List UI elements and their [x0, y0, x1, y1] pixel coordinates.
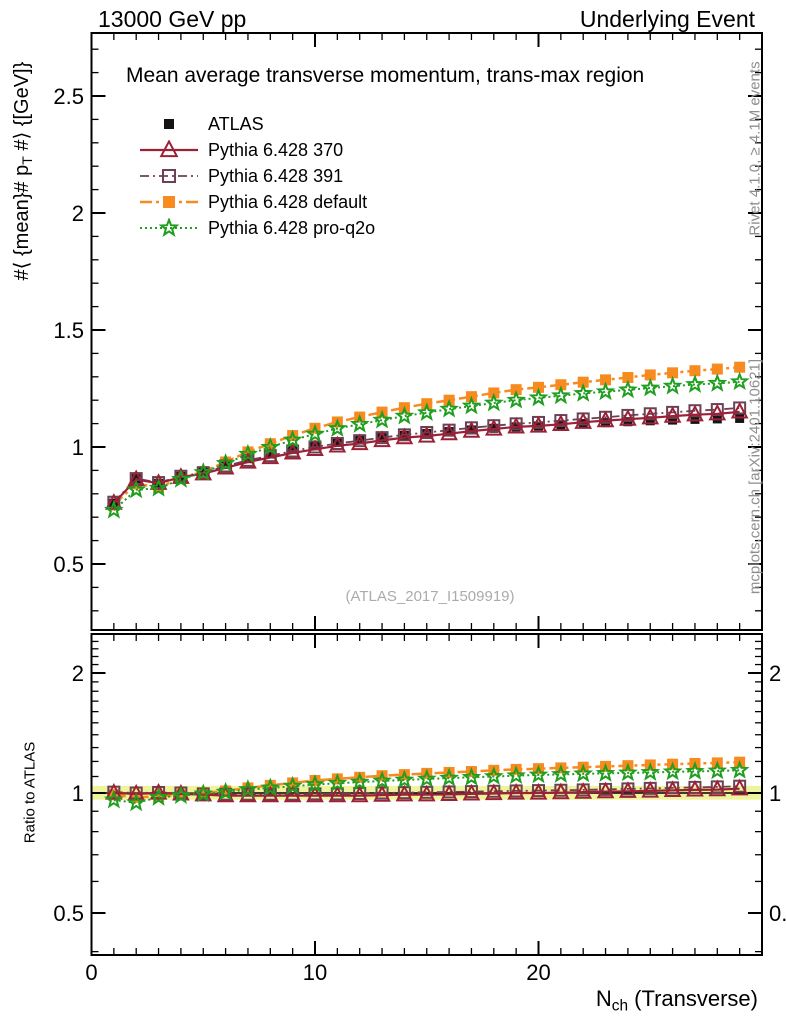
header-beam-energy: 13000 GeV pp	[98, 6, 247, 32]
mcplots-reference-note: mcplots.cern.ch [arXiv:2401.10621]	[746, 358, 764, 595]
svg-text:1.5: 1.5	[53, 318, 84, 343]
svg-text:0: 0	[85, 960, 97, 985]
legend-item-pythia-proq2o: Pythia 6.428 pro-q2o	[140, 215, 375, 241]
legend-item-pythia-370: Pythia 6.428 370	[140, 137, 375, 163]
svg-text:0.5: 0.5	[53, 901, 84, 926]
legend-marker-pythia-proq2o-icon	[140, 218, 198, 237]
svg-text:0.5: 0.5	[769, 901, 786, 926]
y-axis-title-post: #⟩ {[GeV]}	[10, 61, 33, 157]
x-axis-title-sub: ch	[611, 997, 629, 1015]
analysis-id-watermark: (ATLAS_2017_I1509919)	[345, 588, 515, 605]
legend-marker-pythia-370-icon	[140, 140, 198, 158]
x-axis-title-pre: N	[595, 986, 612, 1011]
legend: ATLAS Pythia 6.428 370 Pythia 6.428 391 …	[140, 111, 375, 241]
svg-text:1: 1	[72, 781, 84, 806]
plot-title: Mean average transverse momentum, trans-…	[126, 64, 645, 87]
svg-text:0.5: 0.5	[53, 552, 84, 577]
legend-label: Pythia 6.428 391	[208, 165, 344, 186]
legend-item-atlas: ATLAS	[140, 111, 375, 137]
x-axis-title: Nch (Transverse)	[596, 986, 758, 1016]
y-axis-title-pre: #⟨ {mean}# p	[10, 164, 33, 281]
y-axis-title: #⟨ {mean}# pT #⟩ {[GeV]}	[9, 21, 35, 321]
legend-item-pythia-default: Pythia 6.428 default	[140, 189, 375, 215]
legend-item-pythia-391: Pythia 6.428 391	[140, 163, 375, 189]
svg-text:10: 10	[303, 960, 327, 985]
svg-text:1: 1	[72, 435, 84, 460]
legend-label: Pythia 6.428 370	[208, 139, 344, 160]
svg-text:20: 20	[526, 960, 550, 985]
svg-text:2: 2	[72, 201, 84, 226]
y-axis-title-sub: T	[19, 156, 36, 165]
header-analysis-group: Underlying Event	[579, 6, 755, 32]
legend-marker-pythia-default-icon	[140, 196, 198, 208]
svg-text:2.5: 2.5	[53, 84, 84, 109]
x-axis-title-post: (Transverse)	[628, 986, 758, 1011]
svg-text:2: 2	[769, 661, 781, 686]
legend-label: Pythia 6.428 pro-q2o	[208, 217, 376, 238]
legend-label: ATLAS	[208, 113, 264, 134]
legend-marker-pythia-391-icon	[140, 169, 198, 183]
legend-marker-atlas-icon	[164, 119, 174, 129]
legend-label: Pythia 6.428 default	[208, 191, 368, 212]
svg-text:2: 2	[72, 661, 84, 686]
svg-text:1: 1	[769, 781, 781, 806]
ratio-axis-title: Ratio to ATLAS	[21, 741, 39, 844]
rivet-version-note: Rivet 4.1.0, ≥ 4.1M events	[746, 61, 764, 236]
